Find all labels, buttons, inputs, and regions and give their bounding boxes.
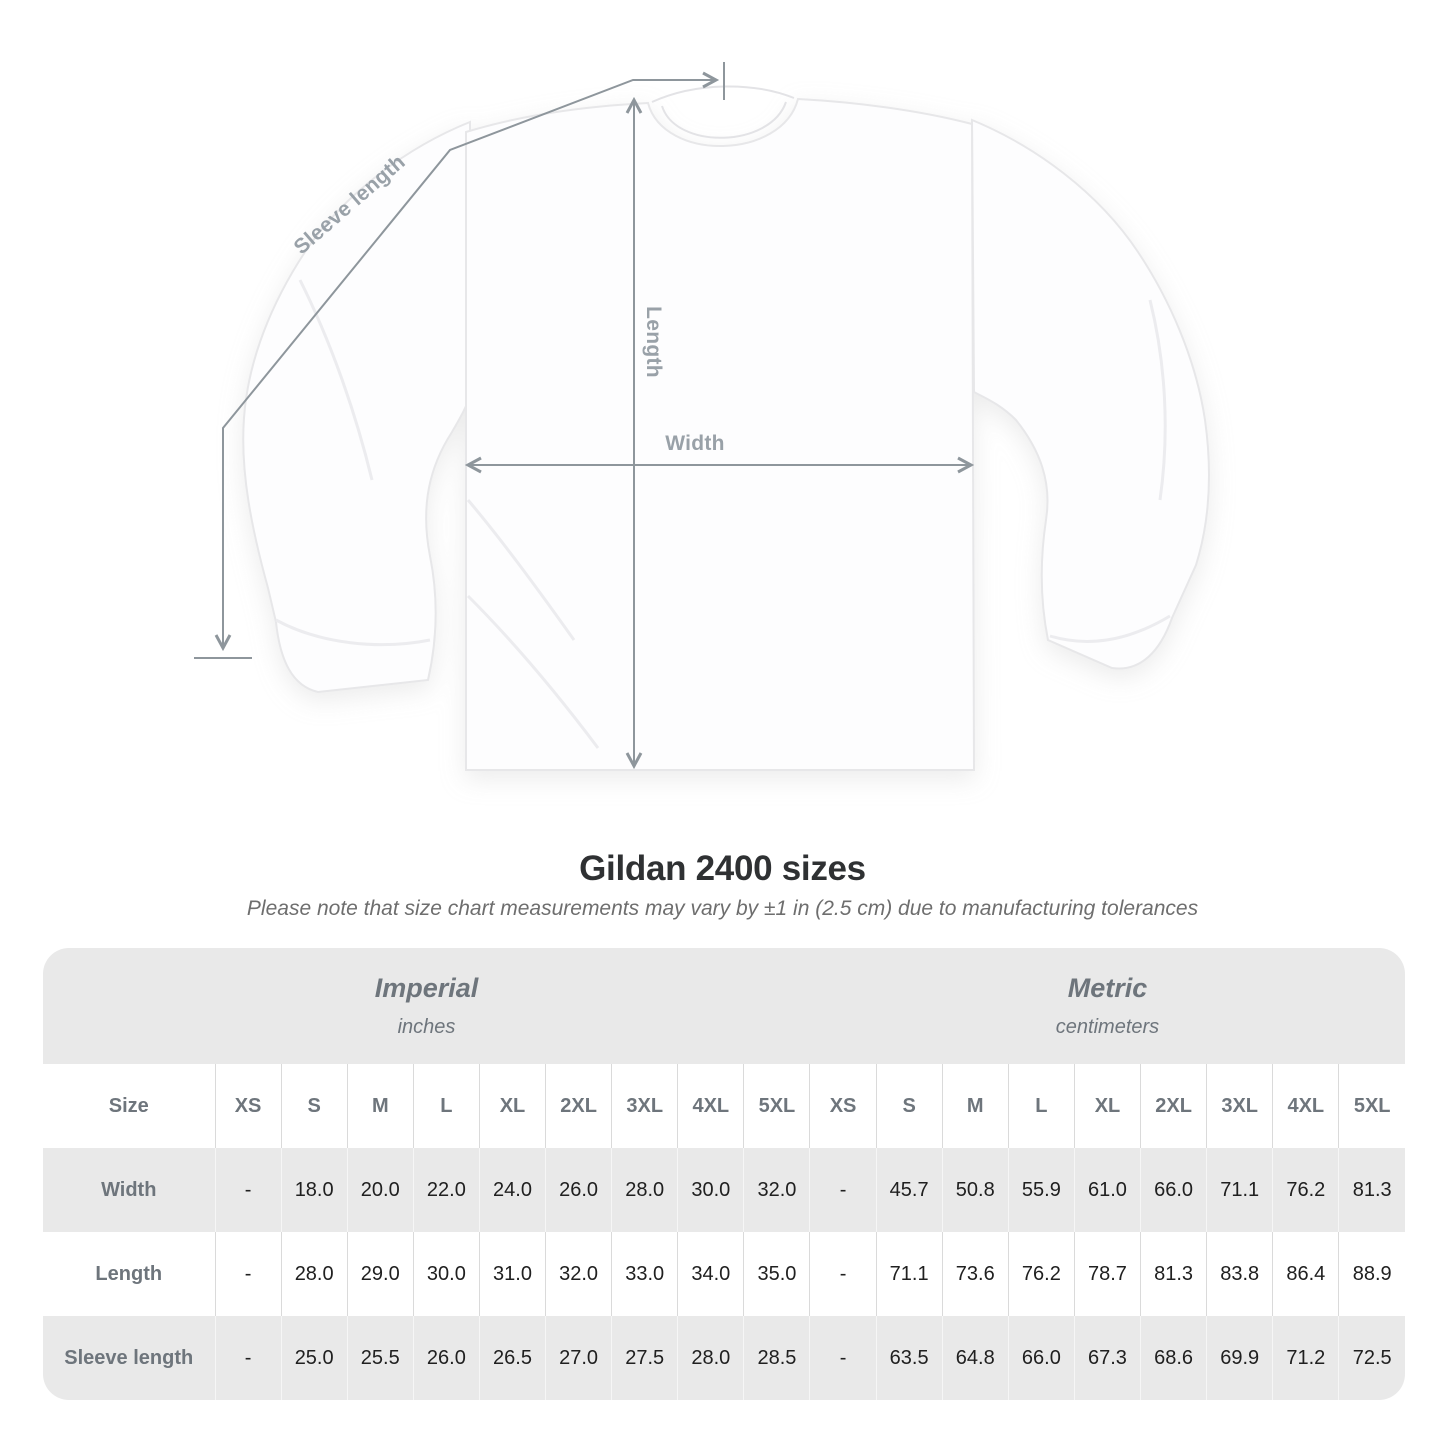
value-cell: 71.1	[1206, 1148, 1273, 1232]
value-cell: 69.9	[1206, 1316, 1273, 1400]
size-col-header: XS	[809, 1064, 877, 1148]
row-label: Length	[43, 1232, 215, 1316]
value-cell: 28.0	[611, 1148, 678, 1232]
size-col-header: 2XL	[1140, 1064, 1207, 1148]
size-col-header: 2XL	[545, 1064, 612, 1148]
value-cell: 76.2	[1272, 1148, 1339, 1232]
row-label: Width	[43, 1148, 215, 1232]
value-cell: 78.7	[1073, 1232, 1141, 1316]
shirt-measurement-diagram: Sleeve length Length Width	[194, 62, 1210, 771]
width-label: Width	[665, 432, 725, 455]
value-cell: 18.0	[280, 1148, 348, 1232]
value-cell: 76.2	[1007, 1232, 1075, 1316]
value-cell: -	[809, 1232, 877, 1316]
value-cell: -	[214, 1148, 282, 1232]
value-cell: 24.0	[478, 1148, 546, 1232]
value-cell: 67.3	[1073, 1316, 1141, 1400]
size-col-header: XL	[478, 1064, 546, 1148]
metric-group-header: Metric centimeters	[809, 948, 1405, 1064]
size-col-header: 5XL	[743, 1064, 810, 1148]
value-cell: 25.5	[346, 1316, 414, 1400]
value-cell: 83.8	[1206, 1232, 1273, 1316]
value-cell: 63.5	[875, 1316, 943, 1400]
metric-group-unit: centimeters	[1055, 1016, 1160, 1038]
size-col-header: S	[280, 1064, 348, 1148]
value-cell: 26.5	[478, 1316, 546, 1400]
value-cell: 35.0	[743, 1232, 810, 1316]
value-cell: 73.6	[941, 1232, 1009, 1316]
value-cell: 33.0	[611, 1232, 678, 1316]
value-cell: 26.0	[412, 1316, 480, 1400]
length-label: Length	[642, 306, 665, 378]
value-cell: -	[214, 1316, 282, 1400]
value-cell: 20.0	[346, 1148, 414, 1232]
value-cell: 30.0	[412, 1232, 480, 1316]
value-cell: 28.5	[743, 1316, 810, 1400]
size-col-header: 5XL	[1338, 1064, 1405, 1148]
size-header-cell: Size	[43, 1064, 215, 1148]
size-col-header: M	[941, 1064, 1009, 1148]
value-cell: 88.9	[1338, 1232, 1405, 1316]
row-label: Sleeve length	[43, 1316, 215, 1400]
value-cell: 55.9	[1007, 1148, 1075, 1232]
unit-group-row: Imperial inches Metric centimeters	[43, 948, 1405, 1064]
width-row: Width - 18.0 20.0 22.0 24.0 26.0 28.0 30…	[43, 1148, 1405, 1232]
value-cell: 34.0	[677, 1232, 744, 1316]
imperial-group-unit: inches	[397, 1016, 456, 1038]
value-cell: -	[809, 1148, 877, 1232]
size-col-header: 4XL	[1272, 1064, 1339, 1148]
value-cell: 66.0	[1140, 1148, 1207, 1232]
shirt-illustration	[194, 62, 1210, 771]
size-col-header: XL	[1073, 1064, 1141, 1148]
sleeve-length-arrow	[214, 71, 720, 652]
value-cell: 86.4	[1272, 1232, 1339, 1316]
value-cell: 32.0	[545, 1232, 612, 1316]
value-cell: 68.6	[1140, 1316, 1207, 1400]
size-col-header: XS	[214, 1064, 282, 1148]
value-cell: 50.8	[941, 1148, 1009, 1232]
value-cell: 28.0	[280, 1232, 348, 1316]
value-cell: 27.0	[545, 1316, 612, 1400]
shirt-right-sleeve	[970, 118, 1210, 670]
value-cell: 64.8	[941, 1316, 1009, 1400]
size-col-header: L	[1007, 1064, 1075, 1148]
size-header-row: Size XS S M L XL 2XL 3XL 4XL 5XL XS S M …	[43, 1064, 1405, 1148]
sleeve-length-row: Sleeve length - 25.0 25.5 26.0 26.5 27.0…	[43, 1316, 1405, 1400]
metric-group-name: Metric	[1067, 973, 1148, 1003]
value-cell: 26.0	[545, 1148, 612, 1232]
value-cell: 32.0	[743, 1148, 810, 1232]
value-cell: -	[809, 1316, 877, 1400]
value-cell: -	[214, 1232, 282, 1316]
size-col-header: L	[412, 1064, 480, 1148]
size-col-header: S	[875, 1064, 943, 1148]
value-cell: 31.0	[478, 1232, 546, 1316]
imperial-group-header: Imperial inches	[43, 948, 810, 1064]
value-cell: 71.1	[875, 1232, 943, 1316]
value-cell: 29.0	[346, 1232, 414, 1316]
value-cell: 45.7	[875, 1148, 943, 1232]
value-cell: 28.0	[677, 1316, 744, 1400]
size-col-header: 4XL	[677, 1064, 744, 1148]
value-cell: 25.0	[280, 1316, 348, 1400]
page-title: Gildan 2400 sizes	[579, 849, 866, 888]
size-col-header: 3XL	[1206, 1064, 1273, 1148]
value-cell: 72.5	[1338, 1316, 1405, 1400]
tolerance-note: Please note that size chart measurements…	[246, 897, 1199, 920]
value-cell: 66.0	[1007, 1316, 1075, 1400]
length-row: Length - 28.0 29.0 30.0 31.0 32.0 33.0 3…	[43, 1232, 1405, 1316]
size-table: Imperial inches Metric centimeters Size …	[43, 948, 1405, 1400]
value-cell: 22.0	[412, 1148, 480, 1232]
value-cell: 81.3	[1338, 1148, 1405, 1232]
value-cell: 30.0	[677, 1148, 744, 1232]
value-cell: 71.2	[1272, 1316, 1339, 1400]
value-cell: 61.0	[1073, 1148, 1141, 1232]
value-cell: 27.5	[611, 1316, 678, 1400]
value-cell: 81.3	[1140, 1232, 1207, 1316]
imperial-group-name: Imperial	[374, 973, 479, 1003]
size-col-header: M	[346, 1064, 414, 1148]
size-col-header: 3XL	[611, 1064, 678, 1148]
